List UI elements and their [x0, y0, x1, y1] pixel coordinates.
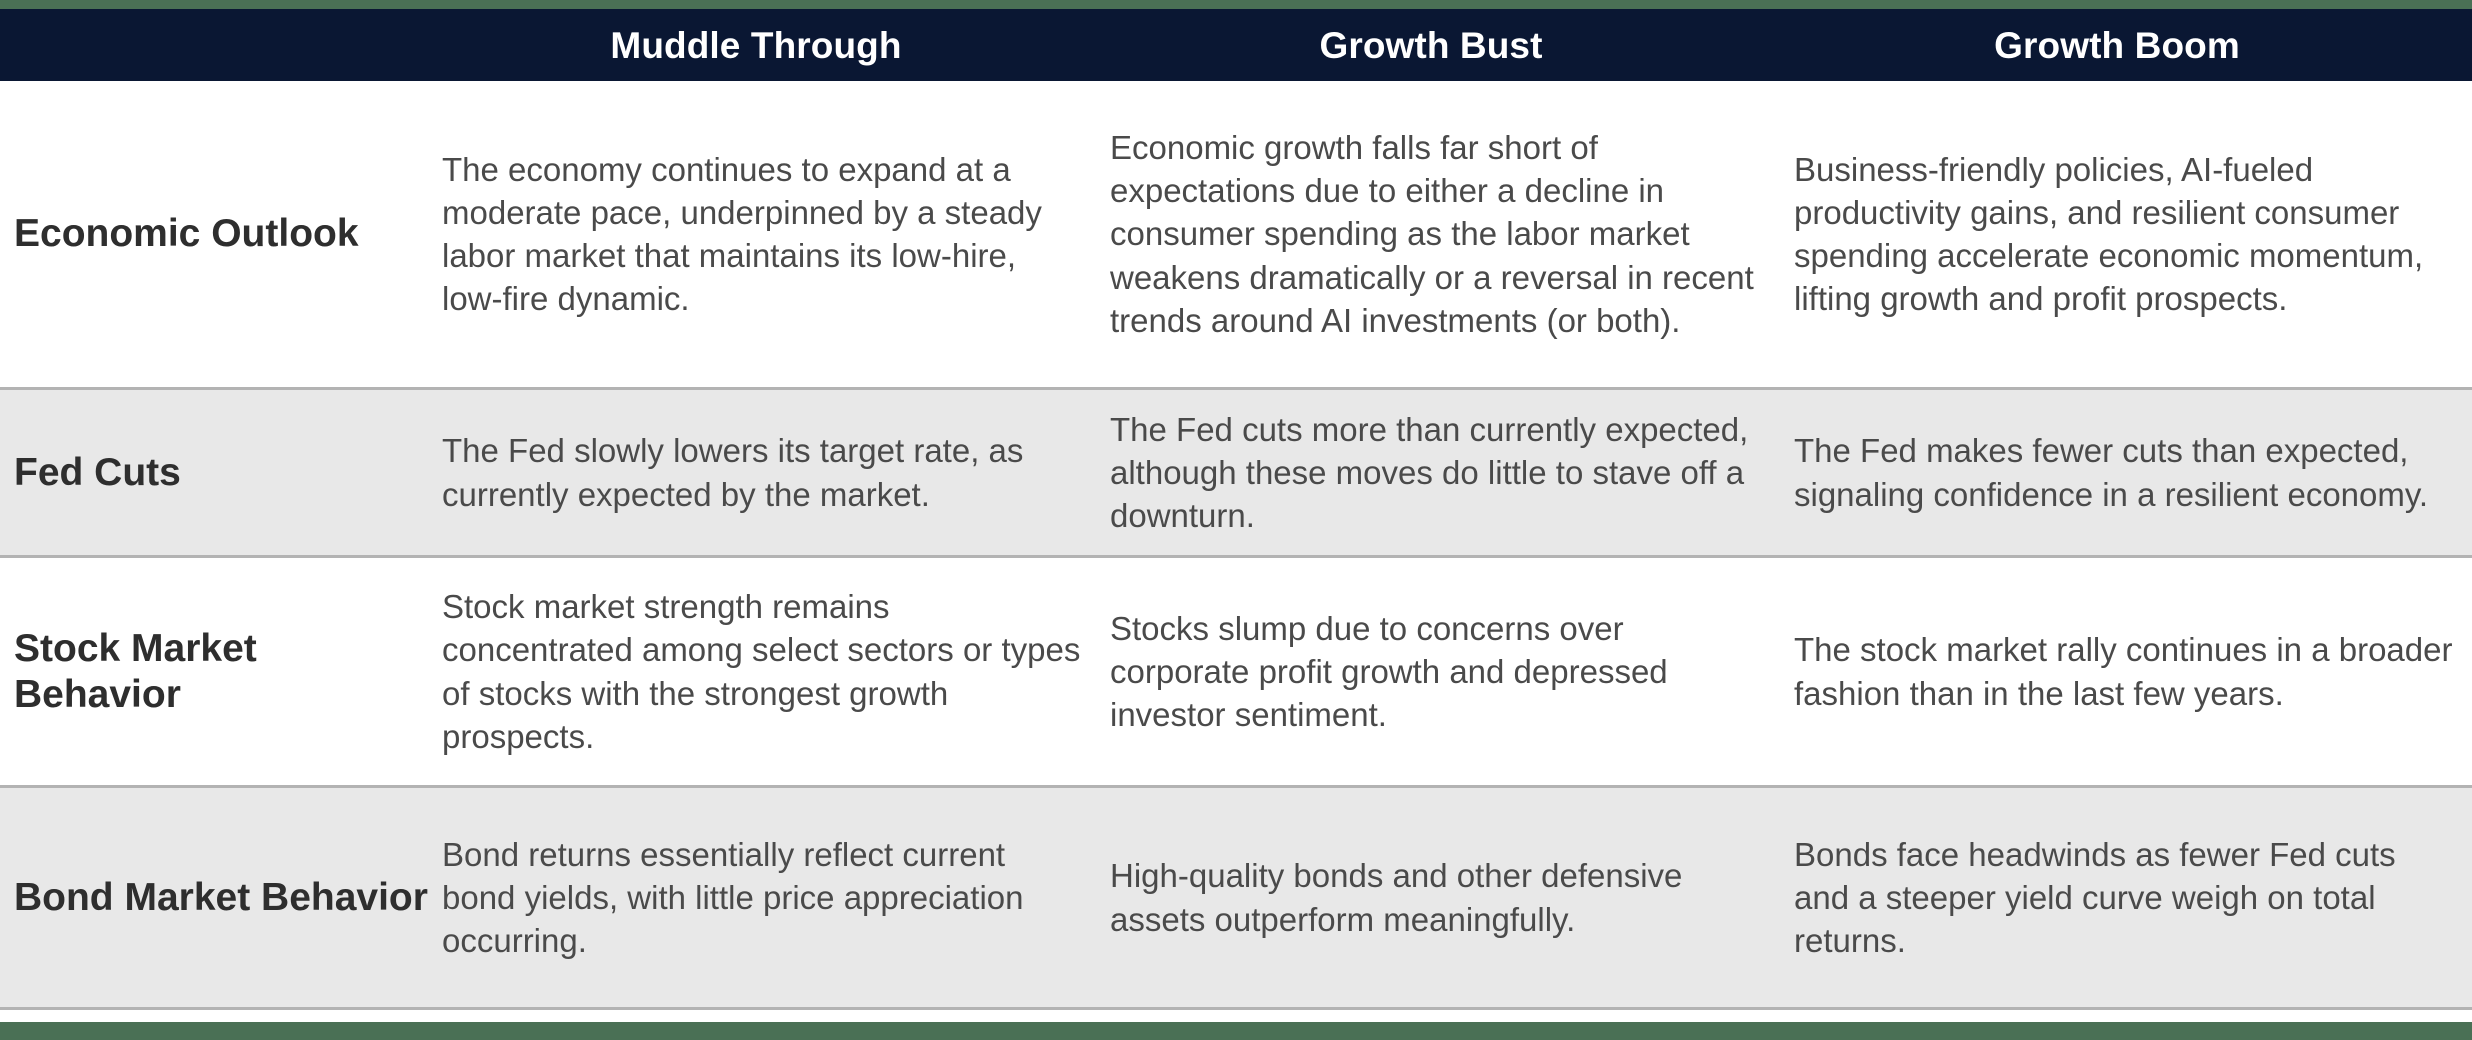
- table-body: Economic Outlook The economy continues t…: [0, 81, 2472, 1022]
- table-row-fed-cuts: Fed Cuts The Fed slowly lowers its targe…: [0, 390, 2472, 558]
- cell-stock-market-muddle-through: Stock market strength remains concentrat…: [442, 588, 1081, 755]
- row-label-bond-market-behavior: Bond Market Behavior: [14, 875, 428, 919]
- table-row-bond-market-behavior: Bond Market Behavior Bond returns essent…: [0, 788, 2472, 1010]
- cell-bond-market-muddle-through: Bond returns essentially reflect current…: [442, 835, 1024, 960]
- table-row-economic-outlook: Economic Outlook The economy continues t…: [0, 81, 2472, 390]
- row-label-fed-cuts: Fed Cuts: [14, 450, 181, 494]
- cell-bond-market-growth-bust: High-quality bonds and other defensive a…: [1110, 857, 1683, 938]
- header-cell-growth-bust: Growth Bust: [1319, 24, 1543, 66]
- row-label-stock-market-behavior: Stock Market Behavior: [14, 626, 257, 716]
- top-accent-rule: [0, 0, 2472, 9]
- cell-economic-outlook-growth-boom: Business-friendly policies, AI-fueled pr…: [1794, 150, 2424, 318]
- cell-bond-market-growth-boom: Bonds face headwinds as fewer Fed cuts a…: [1794, 835, 2396, 960]
- header-cell-growth-boom: Growth Boom: [1994, 24, 2240, 66]
- cell-stock-market-growth-boom: The stock market rally continues in a br…: [1794, 631, 2453, 712]
- cell-economic-outlook-growth-bust: Economic growth falls far short of expec…: [1110, 128, 1754, 339]
- row-label-economic-outlook: Economic Outlook: [14, 212, 359, 256]
- cell-fed-cuts-growth-boom: The Fed makes fewer cuts than expected, …: [1794, 432, 2429, 513]
- header-cell-muddle-through: Muddle Through: [610, 24, 902, 66]
- cell-stock-market-growth-bust: Stocks slump due to concerns over corpor…: [1110, 609, 1668, 734]
- cell-fed-cuts-muddle-through: The Fed slowly lowers its target rate, a…: [442, 432, 1024, 513]
- cell-fed-cuts-growth-bust: The Fed cuts more than currently expecte…: [1110, 410, 1749, 535]
- cell-economic-outlook-muddle-through: The economy continues to expand at a mod…: [442, 150, 1042, 318]
- table-header-row: Muddle Through Growth Bust Growth Boom: [0, 9, 2472, 81]
- bottom-accent-rule: [0, 1022, 2472, 1040]
- table-row-stock-market-behavior: Stock Market Behavior Stock market stren…: [0, 558, 2472, 788]
